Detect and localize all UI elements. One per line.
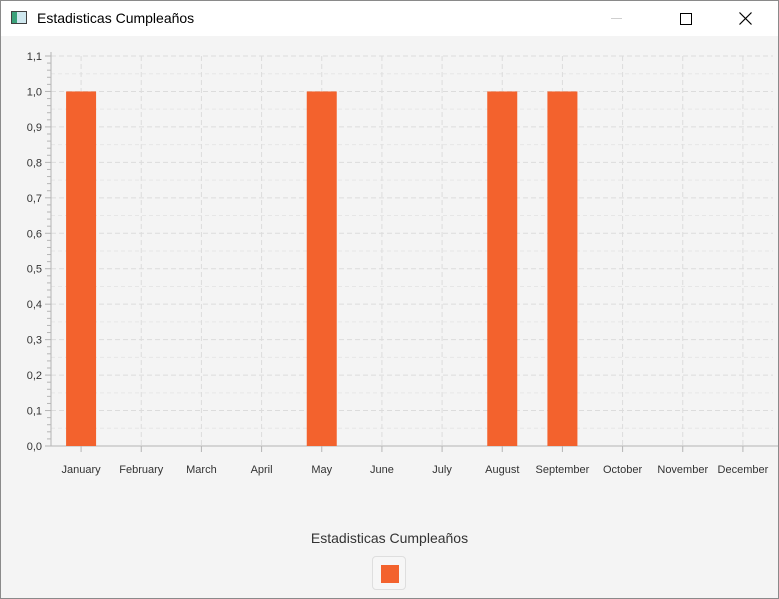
app-icon [11,11,27,24]
bar-september [547,91,578,447]
y-tick-label: 1,0 [27,86,42,98]
x-tick-label-january: January [62,464,102,476]
legend-item[interactable] [372,556,406,590]
chart-area: 0,0 0,1 0,2 0,3 0,4 0,5 0,6 0,7 0,8 0,9 1,0 1,1 Janu… [1,36,778,598]
x-tick-label-november: November [657,464,708,476]
x-tick-label-may: May [311,464,332,476]
minimize-icon [610,18,622,19]
maximize-button[interactable] [663,1,709,36]
window-title: Estadisticas Cumpleaños [37,10,195,26]
y-tick-label: 0,2 [27,370,42,382]
bar-january [66,91,97,447]
title-bar[interactable]: Estadisticas Cumpleaños [1,1,778,36]
y-tick-label: 0,7 [27,193,42,205]
x-tick-label-february: February [119,464,164,476]
x-tick-label-october: October [603,464,642,476]
y-tick-label: 0,6 [27,228,42,240]
x-tick-label-april: April [251,464,273,476]
y-tick-label: 0,4 [27,299,42,311]
close-icon [738,12,752,25]
y-tick-label: 0,5 [27,264,42,276]
y-tick-label: 0,9 [27,122,42,134]
y-tick-label: 0,3 [27,335,42,347]
x-tick-label-march: March [186,464,217,476]
y-tick-label: 0,0 [27,441,42,453]
x-tick-label-june: June [370,464,394,476]
close-button[interactable] [722,1,768,36]
x-tick-label-july: July [432,464,452,476]
y-tick-label: 0,8 [27,157,42,169]
x-tick-label-december: December [718,464,769,476]
bar-may [306,91,337,447]
minimize-button[interactable] [593,1,639,36]
legend-title: Estadisticas Cumpleaños [310,530,469,546]
x-tick-label-august: August [485,464,519,476]
y-tick-label: 1,1 [27,51,42,63]
bar-chart: 0,0 0,1 0,2 0,3 0,4 0,5 0,6 0,7 0,8 0,9 1,0 1,1 Janu… [27,51,778,476]
y-tick-label: 0,1 [27,406,42,418]
legend-swatch [381,565,399,583]
maximize-icon [680,12,692,25]
x-tick-label-september: September [536,464,590,476]
bar-august [487,91,518,447]
